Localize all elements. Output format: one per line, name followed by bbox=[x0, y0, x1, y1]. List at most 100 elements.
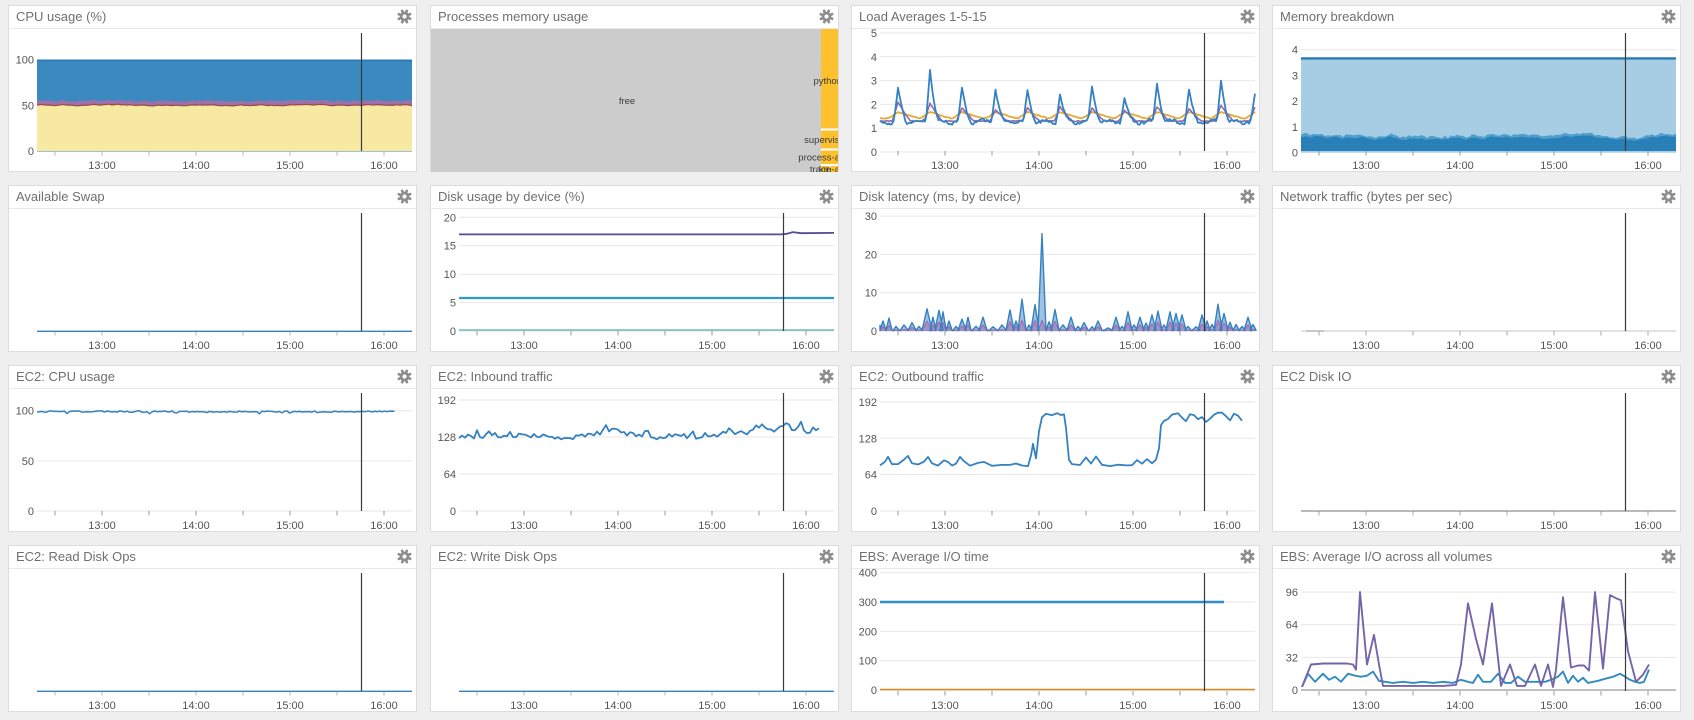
svg-text:3: 3 bbox=[871, 76, 877, 88]
svg-text:13:00: 13:00 bbox=[931, 160, 959, 172]
svg-text:0: 0 bbox=[1292, 148, 1298, 160]
svg-text:14:00: 14:00 bbox=[1446, 520, 1474, 532]
svg-text:supervis: supervis bbox=[804, 135, 838, 146]
svg-text:15:00: 15:00 bbox=[1119, 700, 1147, 712]
svg-text:2: 2 bbox=[871, 99, 877, 111]
svg-text:5: 5 bbox=[450, 298, 456, 310]
svg-text:30: 30 bbox=[865, 211, 877, 223]
svg-text:13:00: 13:00 bbox=[88, 700, 116, 712]
svg-text:15:00: 15:00 bbox=[1540, 520, 1568, 532]
svg-text:14:00: 14:00 bbox=[604, 340, 632, 352]
svg-text:km-a: km-a bbox=[819, 165, 838, 173]
svg-text:14:00: 14:00 bbox=[182, 700, 210, 712]
svg-text:14:00: 14:00 bbox=[1025, 340, 1053, 352]
svg-text:0: 0 bbox=[871, 685, 877, 697]
svg-text:13:00: 13:00 bbox=[88, 520, 116, 532]
svg-text:64: 64 bbox=[865, 470, 877, 482]
svg-text:96: 96 bbox=[1286, 587, 1298, 599]
svg-text:192: 192 bbox=[438, 395, 456, 407]
svg-text:100: 100 bbox=[859, 656, 877, 668]
svg-text:14:00: 14:00 bbox=[1025, 160, 1053, 172]
svg-text:400: 400 bbox=[859, 569, 877, 580]
svg-text:trace: trace bbox=[810, 165, 831, 173]
svg-text:15:00: 15:00 bbox=[1540, 340, 1568, 352]
svg-text:300: 300 bbox=[859, 597, 877, 609]
svg-text:process-a: process-a bbox=[798, 153, 838, 164]
svg-text:15:00: 15:00 bbox=[1119, 340, 1147, 352]
svg-text:192: 192 bbox=[859, 397, 877, 409]
svg-text:16:00: 16:00 bbox=[1213, 520, 1241, 532]
svg-text:14:00: 14:00 bbox=[1025, 700, 1053, 712]
svg-text:16:00: 16:00 bbox=[370, 520, 398, 532]
svg-text:0: 0 bbox=[28, 506, 34, 518]
svg-text:16:00: 16:00 bbox=[1634, 520, 1662, 532]
svg-text:15:00: 15:00 bbox=[1119, 160, 1147, 172]
svg-text:13:00: 13:00 bbox=[931, 520, 959, 532]
svg-text:14:00: 14:00 bbox=[604, 700, 632, 712]
svg-text:16:00: 16:00 bbox=[1213, 340, 1241, 352]
svg-text:13:00: 13:00 bbox=[1352, 160, 1380, 172]
svg-text:16:00: 16:00 bbox=[792, 340, 820, 352]
svg-text:0: 0 bbox=[450, 506, 456, 518]
svg-text:15:00: 15:00 bbox=[276, 520, 304, 532]
svg-text:100: 100 bbox=[16, 55, 34, 67]
svg-text:100: 100 bbox=[16, 406, 34, 418]
svg-text:64: 64 bbox=[444, 469, 456, 481]
svg-text:14:00: 14:00 bbox=[1446, 700, 1474, 712]
svg-text:128: 128 bbox=[438, 432, 456, 444]
svg-text:python: python bbox=[813, 76, 838, 87]
svg-text:20: 20 bbox=[444, 212, 456, 224]
svg-text:4: 4 bbox=[871, 52, 877, 64]
svg-text:14:00: 14:00 bbox=[182, 160, 210, 172]
svg-text:13:00: 13:00 bbox=[88, 160, 116, 172]
svg-text:16:00: 16:00 bbox=[370, 340, 398, 352]
svg-text:15:00: 15:00 bbox=[276, 700, 304, 712]
svg-text:15:00: 15:00 bbox=[698, 700, 726, 712]
svg-text:1: 1 bbox=[1292, 122, 1298, 134]
svg-text:0: 0 bbox=[871, 326, 877, 338]
svg-text:1: 1 bbox=[871, 123, 877, 135]
svg-text:0: 0 bbox=[450, 326, 456, 338]
svg-text:13:00: 13:00 bbox=[510, 520, 538, 532]
svg-text:3: 3 bbox=[1292, 70, 1298, 82]
svg-text:10: 10 bbox=[444, 269, 456, 281]
svg-text:14:00: 14:00 bbox=[1025, 520, 1053, 532]
svg-text:15:00: 15:00 bbox=[698, 520, 726, 532]
svg-text:16:00: 16:00 bbox=[792, 700, 820, 712]
svg-text:16:00: 16:00 bbox=[370, 160, 398, 172]
svg-text:15:00: 15:00 bbox=[1119, 520, 1147, 532]
svg-text:15:00: 15:00 bbox=[1540, 700, 1568, 712]
svg-text:16:00: 16:00 bbox=[1213, 160, 1241, 172]
svg-text:16:00: 16:00 bbox=[1634, 160, 1662, 172]
svg-text:13:00: 13:00 bbox=[510, 340, 538, 352]
svg-text:128: 128 bbox=[859, 433, 877, 445]
svg-text:13:00: 13:00 bbox=[510, 700, 538, 712]
svg-text:50: 50 bbox=[22, 101, 34, 113]
svg-text:14:00: 14:00 bbox=[182, 520, 210, 532]
svg-text:free: free bbox=[619, 96, 635, 107]
svg-text:14:00: 14:00 bbox=[1446, 340, 1474, 352]
svg-text:13:00: 13:00 bbox=[1352, 700, 1380, 712]
svg-text:2: 2 bbox=[1292, 96, 1298, 108]
svg-text:32: 32 bbox=[1286, 652, 1298, 664]
svg-text:50: 50 bbox=[22, 456, 34, 468]
svg-text:200: 200 bbox=[859, 626, 877, 638]
svg-text:0: 0 bbox=[28, 146, 34, 158]
svg-text:10: 10 bbox=[865, 288, 877, 300]
svg-text:16:00: 16:00 bbox=[1634, 340, 1662, 352]
svg-text:16:00: 16:00 bbox=[1213, 700, 1241, 712]
svg-text:16:00: 16:00 bbox=[370, 700, 398, 712]
svg-text:15:00: 15:00 bbox=[276, 340, 304, 352]
svg-text:14:00: 14:00 bbox=[1446, 160, 1474, 172]
svg-text:64: 64 bbox=[1286, 620, 1298, 632]
svg-text:20: 20 bbox=[865, 249, 877, 261]
svg-text:13:00: 13:00 bbox=[931, 700, 959, 712]
svg-text:13:00: 13:00 bbox=[1352, 520, 1380, 532]
svg-text:14:00: 14:00 bbox=[182, 340, 210, 352]
svg-text:13:00: 13:00 bbox=[931, 340, 959, 352]
svg-text:15:00: 15:00 bbox=[276, 160, 304, 172]
svg-text:13:00: 13:00 bbox=[1352, 340, 1380, 352]
svg-text:15: 15 bbox=[444, 241, 456, 253]
svg-text:13:00: 13:00 bbox=[88, 340, 116, 352]
svg-text:4: 4 bbox=[1292, 45, 1298, 57]
